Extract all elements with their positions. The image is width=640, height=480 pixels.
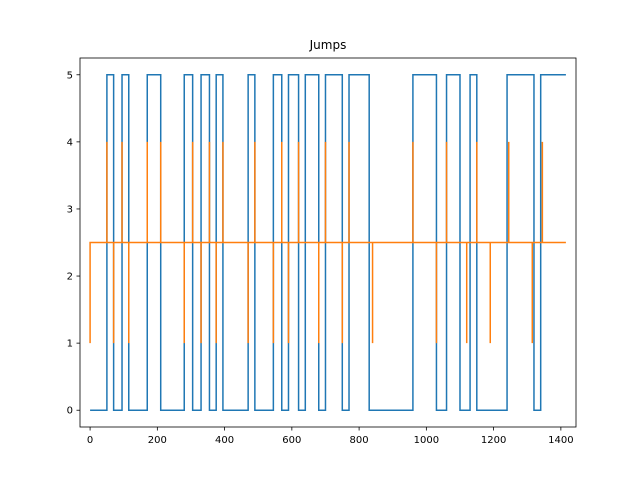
y-tick-label: 0: [67, 406, 73, 417]
axes-layer: 0 200 400 600 800 1000 1200 1400 0 1 2 3 4 5: [67, 57, 577, 446]
y-tick-label: 3: [67, 204, 73, 215]
y-tick-label: 1: [67, 339, 73, 350]
x-tick-label: 1000: [414, 435, 439, 446]
axes-frame: [79, 57, 577, 428]
x-tick-label: 0: [87, 435, 93, 446]
x-tick-label: 1400: [548, 435, 573, 446]
series-2-line: [89, 141, 566, 344]
x-tick-label: 200: [148, 435, 167, 446]
y-tick-label: 2: [67, 272, 73, 283]
x-tick-label: 800: [350, 435, 369, 446]
y-tick-label: 5: [67, 70, 73, 81]
series-layer: [89, 74, 566, 411]
x-tick-label: 600: [282, 435, 301, 446]
chart-title: Jumps: [309, 38, 347, 52]
x-tick-label: 400: [215, 435, 234, 446]
y-tick-label: 4: [67, 137, 73, 148]
x-tick-label: 1200: [481, 435, 506, 446]
